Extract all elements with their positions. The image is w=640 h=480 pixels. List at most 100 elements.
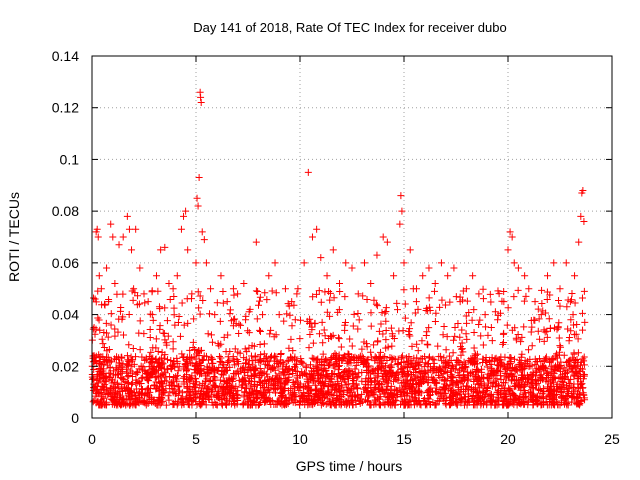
data-point [161,243,169,251]
data-point-bg [174,383,182,391]
data-point-bg [535,355,543,363]
data-point [521,272,529,280]
data-point-bg [575,368,583,376]
data-point-bg [565,334,573,342]
data-point-bg [263,370,271,378]
data-point-bg [169,399,177,407]
data-point-bg [149,316,157,324]
data-point-bg [458,396,466,404]
data-point-bg [367,370,375,378]
data-point-bg [425,354,433,362]
data-point-bg [479,285,487,293]
data-point-bg [487,401,495,409]
data-point [397,192,405,200]
data-point-bg [507,355,515,363]
data-point-bg [254,288,262,296]
data-point [431,280,439,288]
x-tick-label: 25 [604,431,620,447]
data-point-bg [156,305,164,313]
data-point [132,225,140,233]
data-point-bg [446,393,454,401]
data-point-bg [532,377,540,385]
data-point-bg [412,298,420,306]
data-point-bg [503,321,511,329]
data-point-bg [311,320,319,328]
data-point-bg [325,288,333,296]
data-point-bg [379,330,387,338]
data-point-bg [390,355,398,363]
data-point-bg [277,383,285,391]
data-point-bg [135,300,143,308]
data-point-bg [580,357,588,365]
data-point-bg [388,330,396,338]
data-point-bg [500,338,508,346]
data-point-bg [206,310,214,318]
data-point-bg [120,383,128,391]
data-point-bg [410,362,418,370]
data-point-bg [430,356,438,364]
data-point-bg [425,324,433,332]
data-point-bg [268,397,276,405]
data-point [575,238,583,246]
data-point-bg [564,325,572,333]
data-point-bg [203,370,211,378]
data-point-bg [359,292,367,300]
data-point-bg [155,396,163,404]
data-point-bg [119,290,127,298]
data-point-bg [199,296,207,304]
data-point-bg [116,307,124,315]
data-point-bg [452,399,460,407]
data-point-bg [188,354,196,362]
data-point-bg [222,383,230,391]
data-point-bg [101,381,109,389]
data-point-bg [414,305,422,313]
data-point-bg [211,398,219,406]
data-point-bg [349,380,357,388]
data-point-bg [148,288,156,296]
data-point-bg [331,360,339,368]
data-point-bg [565,379,573,387]
data-point-bg [382,317,390,325]
data-point-bg [188,372,196,380]
data-point-bg [111,384,119,392]
data-point-bg [493,388,501,396]
data-point-bg [350,377,358,385]
data-point-bg [555,319,563,327]
data-point-bg [144,384,152,392]
data-point-bg [307,396,315,404]
data-point-bg [204,330,212,338]
data-point-bg [226,381,234,389]
data-point-bg [417,401,425,409]
data-point-bg [363,296,371,304]
data-point-bg [448,371,456,379]
data-point-bg [278,392,286,400]
data-point [111,280,119,288]
data-point-bg [462,312,470,320]
data-point-bg [224,377,232,385]
data-point-bg [391,385,399,393]
data-point-bg [558,378,566,386]
data-point-bg [199,356,207,364]
data-point-bg [441,377,449,385]
data-point [494,316,502,324]
data-point-bg [169,345,177,353]
data-point-bg [291,399,299,407]
data-point-bg [157,393,165,401]
data-point-bg [536,385,544,393]
data-point-bg [201,377,209,385]
data-point-bg [327,401,335,409]
data-point-bg [198,357,206,365]
data-point-bg [549,355,557,363]
data-point-bg [153,372,161,380]
data-point-bg [235,320,243,328]
x-axis-label: GPS time / hours [296,458,403,474]
data-point-bg [551,401,559,409]
data-point-bg [536,365,544,373]
data-point-bg [538,286,546,294]
data-point-bg [124,357,132,365]
data-point-bg [475,321,483,329]
data-point-bg [290,301,298,309]
data-point-bg [108,379,116,387]
data-point-bg [242,312,250,320]
data-point-bg [267,366,275,374]
